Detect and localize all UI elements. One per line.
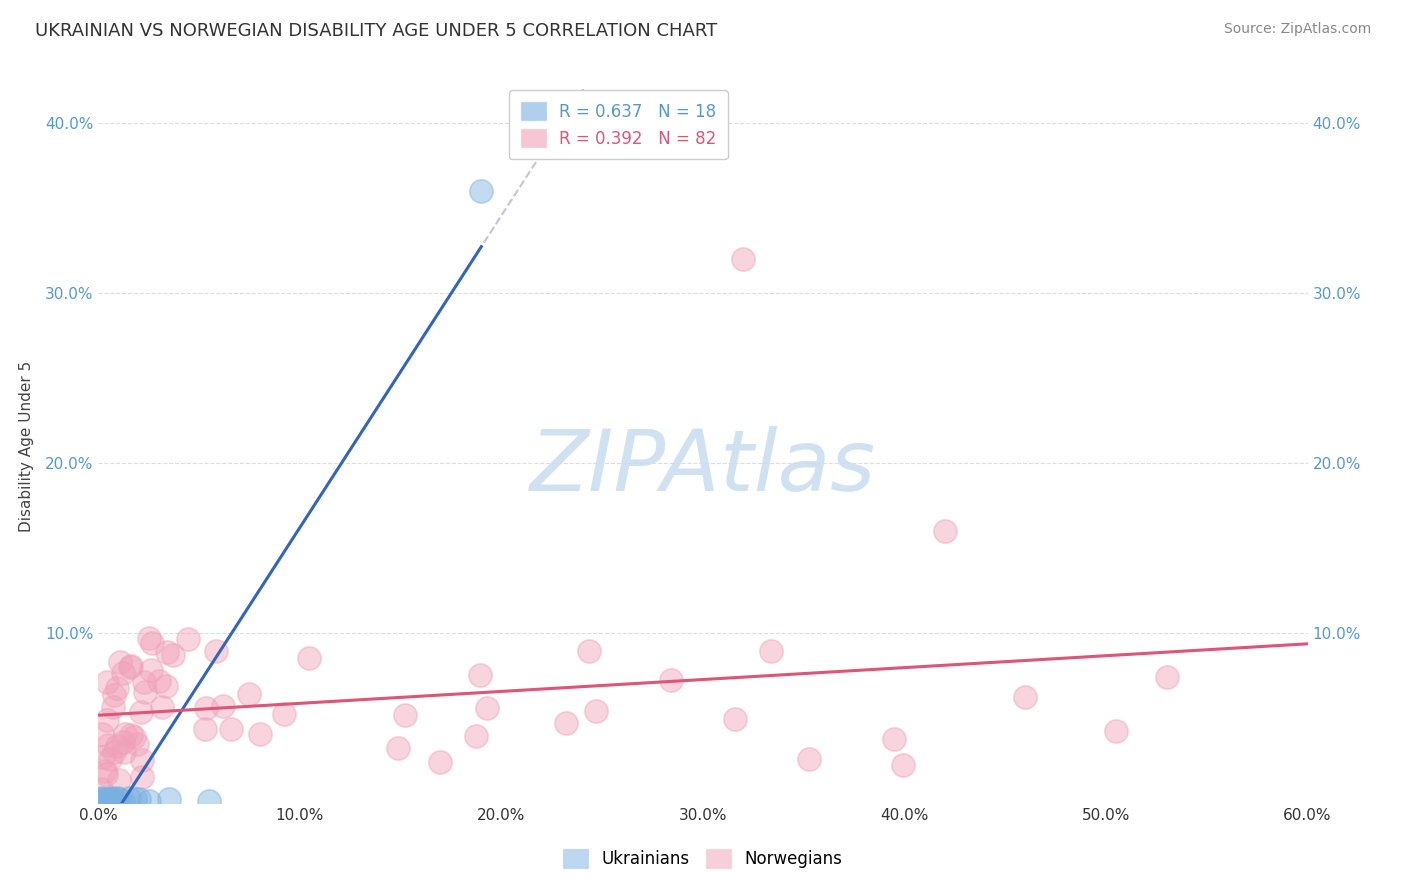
Point [156, 644, 179, 658]
Point [105, 790, 128, 805]
Point [124, 792, 146, 806]
Point [134, 685, 156, 699]
Point [97, 738, 120, 752]
Point [134, 675, 156, 690]
Point [578, 644, 600, 658]
Point [111, 665, 134, 680]
Point [108, 772, 131, 787]
Point [891, 758, 914, 772]
Point [759, 644, 782, 658]
Point [90, 782, 112, 797]
Point [555, 716, 578, 731]
Point [1014, 690, 1036, 704]
Point [97, 792, 120, 806]
Point [141, 663, 163, 677]
Point [101, 792, 124, 806]
Point [1156, 670, 1178, 684]
Point [90, 727, 112, 741]
Point [120, 658, 142, 673]
Point [110, 655, 132, 669]
Point [141, 635, 163, 649]
Point [934, 524, 956, 538]
Point [198, 794, 221, 808]
Point [468, 668, 491, 682]
Point [93, 794, 115, 808]
Point [107, 792, 129, 806]
Point [94, 766, 117, 780]
Point [162, 648, 184, 662]
Point [238, 687, 260, 701]
Point [103, 794, 125, 808]
Point [429, 755, 451, 769]
Point [91, 790, 114, 805]
Point [177, 632, 200, 646]
Point [470, 184, 492, 198]
Point [127, 738, 149, 752]
Point [387, 741, 409, 756]
Point [103, 688, 125, 702]
Point [797, 752, 820, 766]
Point [249, 726, 271, 740]
Point [194, 722, 217, 736]
Point [157, 792, 180, 806]
Point [733, 252, 755, 266]
Point [138, 631, 160, 645]
Point [204, 643, 226, 657]
Point [475, 701, 498, 715]
Point [1105, 724, 1128, 739]
Point [297, 651, 319, 665]
Point [128, 792, 150, 806]
Point [91, 750, 114, 764]
Point [96, 792, 118, 806]
Point [103, 699, 125, 714]
Point [103, 745, 125, 759]
Point [219, 723, 242, 737]
Point [122, 730, 145, 744]
Y-axis label: Disability Age Under 5: Disability Age Under 5 [18, 360, 34, 532]
Point [723, 712, 745, 726]
Text: UKRAINIAN VS NORWEGIAN DISABILITY AGE UNDER 5 CORRELATION CHART: UKRAINIAN VS NORWEGIAN DISABILITY AGE UN… [35, 22, 717, 40]
Point [120, 659, 142, 673]
Point [96, 713, 118, 727]
Point [131, 770, 153, 784]
Point [118, 790, 141, 805]
Point [155, 679, 177, 693]
Point [100, 790, 122, 805]
Point [111, 735, 134, 749]
Point [152, 699, 174, 714]
Point [138, 794, 160, 808]
Point [129, 706, 152, 720]
Point [585, 704, 607, 718]
Point [464, 729, 486, 743]
Point [394, 708, 416, 723]
Legend: R = 0.637   N = 18, R = 0.392   N = 82: R = 0.637 N = 18, R = 0.392 N = 82 [509, 90, 728, 160]
Point [98, 752, 121, 766]
Point [94, 764, 117, 779]
Legend: Ukrainians, Norwegians: Ukrainians, Norwegians [557, 843, 849, 875]
Point [194, 701, 217, 715]
Point [883, 731, 905, 746]
Point [89, 792, 111, 806]
Point [112, 745, 135, 759]
Point [105, 739, 128, 754]
Point [273, 707, 295, 722]
Point [114, 727, 136, 741]
Point [211, 699, 233, 714]
Point [120, 728, 142, 742]
Point [111, 794, 134, 808]
Point [96, 675, 118, 690]
Point [148, 674, 170, 689]
Point [659, 673, 682, 687]
Point [105, 681, 128, 695]
Point [131, 753, 153, 767]
Text: Source: ZipAtlas.com: Source: ZipAtlas.com [1223, 22, 1371, 37]
Text: ZIPAtlas: ZIPAtlas [530, 425, 876, 509]
